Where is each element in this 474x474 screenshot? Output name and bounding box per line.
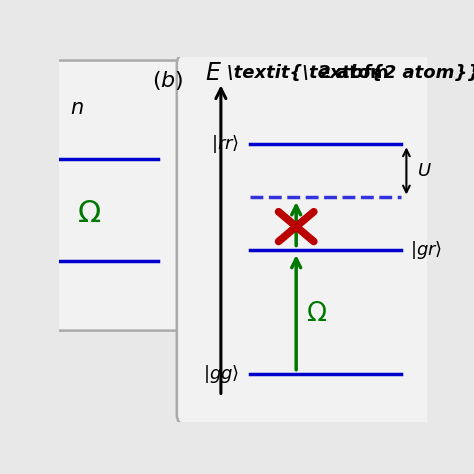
- Text: $\mathbf{2\ atom}$: $\mathbf{2\ atom}$: [318, 64, 389, 82]
- Text: $|rr\rangle$: $|rr\rangle$: [211, 134, 239, 155]
- FancyBboxPatch shape: [177, 53, 434, 426]
- FancyBboxPatch shape: [0, 61, 188, 331]
- Text: $\Omega$: $\Omega$: [306, 301, 327, 327]
- Text: $U$: $U$: [418, 162, 432, 180]
- Text: \textit{\textbf{2 atom}}: \textit{\textbf{2 atom}}: [227, 64, 474, 82]
- Text: $|gr\rangle$: $|gr\rangle$: [410, 239, 442, 261]
- Text: $|gg\rangle$: $|gg\rangle$: [203, 364, 239, 385]
- Text: $n$: $n$: [70, 98, 84, 118]
- Text: $\Omega$: $\Omega$: [77, 200, 100, 228]
- Text: $E$: $E$: [205, 61, 222, 85]
- Text: $(b)$: $(b)$: [152, 69, 183, 92]
